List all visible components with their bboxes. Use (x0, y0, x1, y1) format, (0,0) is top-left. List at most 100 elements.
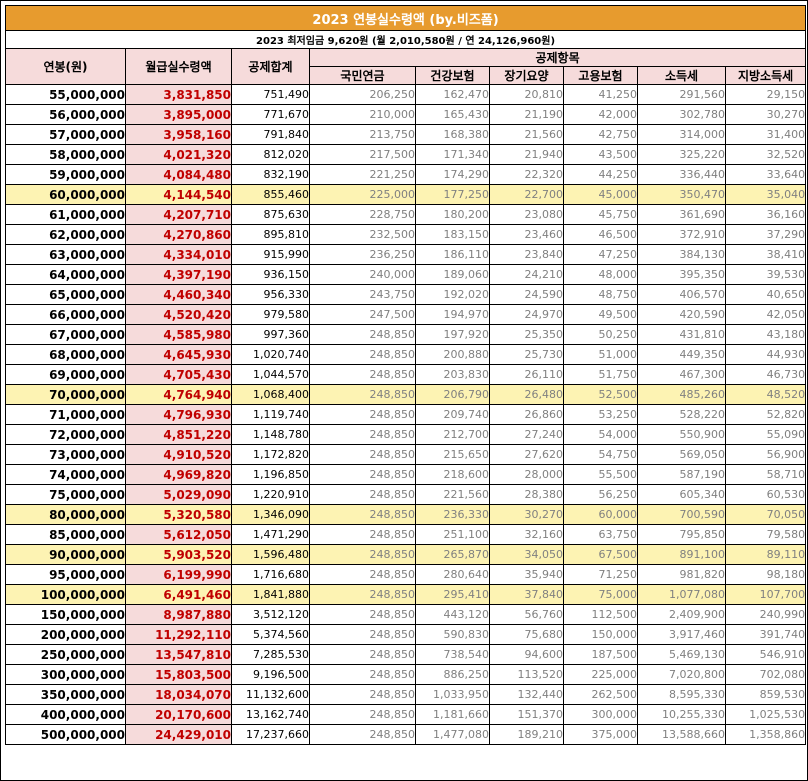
employment-insurance-cell: 41,250 (563, 84, 638, 105)
annual-salary-cell: 350,000,000 (5, 684, 126, 705)
deduction-total-cell: 791,840 (231, 124, 310, 145)
income-tax-cell: 431,810 (637, 324, 726, 345)
national-pension-cell: 248,850 (309, 504, 416, 525)
long-term-care-cell: 75,680 (489, 624, 564, 645)
local-income-tax-cell: 37,290 (724, 224, 807, 245)
long-term-care-cell: 26,860 (489, 404, 564, 425)
deduction-total-cell: 1,172,820 (231, 444, 310, 465)
income-tax-cell: 302,780 (637, 104, 726, 125)
header-local-income-tax: 지방소득세 (724, 66, 807, 85)
employment-insurance-cell: 63,750 (563, 524, 638, 545)
income-tax-cell: 605,340 (637, 484, 726, 505)
local-income-tax-cell: 1,358,860 (724, 724, 807, 745)
health-insurance-cell: 165,430 (415, 104, 490, 125)
local-income-tax-cell: 43,180 (724, 324, 807, 345)
national-pension-cell: 248,850 (309, 564, 416, 585)
income-tax-cell: 361,690 (637, 204, 726, 225)
annual-salary-cell: 73,000,000 (5, 444, 126, 465)
national-pension-cell: 248,850 (309, 704, 416, 725)
local-income-tax-cell: 38,410 (724, 244, 807, 265)
income-tax-cell: 395,350 (637, 264, 726, 285)
long-term-care-cell: 56,760 (489, 604, 564, 625)
national-pension-cell: 228,750 (309, 204, 416, 225)
health-insurance-cell: 183,150 (415, 224, 490, 245)
health-insurance-cell: 265,870 (415, 544, 490, 565)
income-tax-cell: 10,255,330 (637, 704, 726, 725)
table-row: 75,000,000 5,029,090 1,220,910 248,850 221,5… (5, 484, 807, 505)
income-tax-cell: 3,917,460 (637, 624, 726, 645)
health-insurance-cell: 203,830 (415, 364, 490, 385)
local-income-tax-cell: 30,270 (724, 104, 807, 125)
local-income-tax-cell: 107,700 (724, 584, 807, 605)
health-insurance-cell: 192,020 (415, 284, 490, 305)
income-tax-cell: 420,590 (637, 304, 726, 325)
national-pension-cell: 248,850 (309, 664, 416, 685)
table-row: 85,000,000 5,612,050 1,471,290 248,850 251,1… (5, 524, 807, 545)
deduction-total-cell: 1,346,090 (231, 504, 310, 525)
long-term-care-cell: 23,080 (489, 204, 564, 225)
monthly-net-cell: 4,705,430 (125, 364, 232, 385)
annual-salary-cell: 65,000,000 (5, 284, 126, 305)
annual-salary-cell: 150,000,000 (5, 604, 126, 625)
table-row: 72,000,000 4,851,220 1,148,780 248,850 212,7… (5, 424, 807, 445)
employment-insurance-cell: 48,000 (563, 264, 638, 285)
deduction-total-cell: 1,020,740 (231, 344, 310, 365)
local-income-tax-cell: 52,820 (724, 404, 807, 425)
annual-salary-cell: 95,000,000 (5, 564, 126, 585)
local-income-tax-cell: 70,050 (724, 504, 807, 525)
monthly-net-cell: 4,334,010 (125, 244, 232, 265)
minimum-wage-note: 2023 최저임금 9,620원 (월 2,010,580원 / 연 24,12… (4, 30, 807, 49)
header-annual-salary: 연봉(원) (5, 48, 126, 85)
national-pension-cell: 248,850 (309, 604, 416, 625)
deduction-total-cell: 17,237,660 (231, 724, 310, 745)
local-income-tax-cell: 58,710 (724, 464, 807, 485)
local-income-tax-cell: 56,900 (724, 444, 807, 465)
national-pension-cell: 247,500 (309, 304, 416, 325)
salary-rows: 55,000,000 3,831,850 751,490 206,250 162,470… (5, 84, 807, 745)
annual-salary-cell: 58,000,000 (5, 144, 126, 165)
header-national-pension: 국민연금 (309, 66, 416, 85)
national-pension-cell: 248,850 (309, 384, 416, 405)
table-row: 65,000,000 4,460,340 956,330 243,750 192,020… (5, 284, 807, 305)
health-insurance-cell: 886,250 (415, 664, 490, 685)
deduction-total-cell: 771,670 (231, 104, 310, 125)
deduction-total-cell: 1,196,850 (231, 464, 310, 485)
monthly-net-cell: 6,199,990 (125, 564, 232, 585)
employment-insurance-cell: 46,500 (563, 224, 638, 245)
annual-salary-cell: 68,000,000 (5, 344, 126, 365)
local-income-tax-cell: 859,530 (724, 684, 807, 705)
table-row: 56,000,000 3,895,000 771,670 210,000 165,430… (5, 104, 807, 125)
health-insurance-cell: 200,880 (415, 344, 490, 365)
deduction-total-cell: 5,374,560 (231, 624, 310, 645)
health-insurance-cell: 215,650 (415, 444, 490, 465)
annual-salary-cell: 74,000,000 (5, 464, 126, 485)
monthly-net-cell: 4,520,420 (125, 304, 232, 325)
deduction-total-cell: 3,512,120 (231, 604, 310, 625)
monthly-net-cell: 3,831,850 (125, 84, 232, 105)
employment-insurance-cell: 47,250 (563, 244, 638, 265)
monthly-net-cell: 4,460,340 (125, 284, 232, 305)
employment-insurance-cell: 71,250 (563, 564, 638, 585)
income-tax-cell: 700,590 (637, 504, 726, 525)
long-term-care-cell: 189,210 (489, 724, 564, 745)
local-income-tax-cell: 240,990 (724, 604, 807, 625)
monthly-net-cell: 4,585,980 (125, 324, 232, 345)
health-insurance-cell: 162,470 (415, 84, 490, 105)
health-insurance-cell: 206,790 (415, 384, 490, 405)
table-row: 63,000,000 4,334,010 915,990 236,250 186,110… (5, 244, 807, 265)
national-pension-cell: 248,850 (309, 644, 416, 665)
health-insurance-cell: 236,330 (415, 504, 490, 525)
employment-insurance-cell: 225,000 (563, 664, 638, 685)
employment-insurance-cell: 49,500 (563, 304, 638, 325)
annual-salary-cell: 57,000,000 (5, 124, 126, 145)
monthly-net-cell: 5,612,050 (125, 524, 232, 545)
income-tax-cell: 528,220 (637, 404, 726, 425)
header-employment-insurance: 고용보험 (563, 66, 638, 85)
long-term-care-cell: 27,620 (489, 444, 564, 465)
long-term-care-cell: 26,110 (489, 364, 564, 385)
income-tax-cell: 336,440 (637, 164, 726, 185)
monthly-net-cell: 5,029,090 (125, 484, 232, 505)
income-tax-cell: 7,020,800 (637, 664, 726, 685)
employment-insurance-cell: 56,250 (563, 484, 638, 505)
monthly-net-cell: 13,547,810 (125, 644, 232, 665)
